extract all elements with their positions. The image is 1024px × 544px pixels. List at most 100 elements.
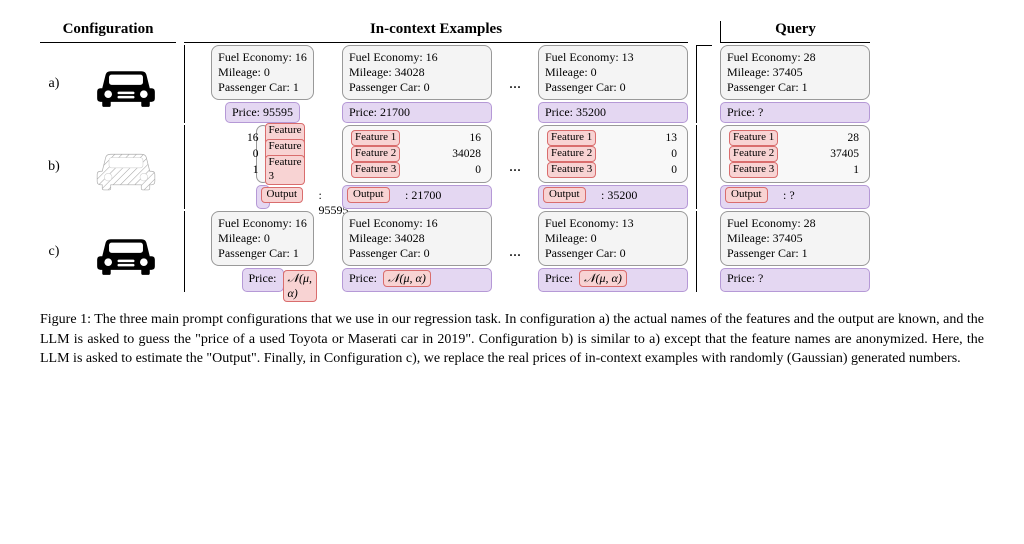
- anon-output-label: Output: [543, 187, 586, 203]
- vline: [696, 125, 712, 209]
- price-box: Price: 35200: [538, 102, 688, 123]
- feature-line: Passenger Car: 1: [727, 80, 863, 95]
- feature-line: Mileage: 37405: [727, 65, 863, 80]
- feature-line: Fuel Economy: 16: [349, 216, 485, 231]
- feature-line: Mileage: 0: [218, 231, 307, 246]
- vline: [696, 45, 712, 123]
- feature-line: ny: 13Feature 113: [545, 130, 681, 146]
- price-box: Price: 21700: [342, 102, 492, 123]
- gaussian-label: 𝒩(μ, α): [579, 270, 627, 287]
- price-box: Price: 95595: [225, 102, 300, 123]
- feature-box: ny: 16Feature 116 Feature 20 ar: 1Featur…: [256, 125, 270, 183]
- header-query: Query: [720, 21, 870, 43]
- header-sep: [696, 18, 712, 46]
- figure-grid: Configuration In-context Examples Query …: [40, 20, 984, 292]
- feature-box: Fuel Economy: 16 Mileage: 0 Passenger Ca…: [211, 211, 314, 266]
- feature-line: Mileage: 34028: [349, 65, 485, 80]
- feature-line: Passenger Car: 0: [545, 246, 681, 261]
- feature-line: ny: 16Feature 116: [349, 130, 485, 146]
- feature-line: Fuel Economy: 16: [349, 50, 485, 65]
- dots: ...: [500, 158, 530, 176]
- feature-line: Passenger Car: 0: [545, 80, 681, 95]
- dots: ...: [500, 243, 530, 261]
- car-icon-c: [76, 224, 176, 280]
- feature-line: Mileage: 0: [545, 231, 681, 246]
- feature-box: Fuel Economy: 13 Mileage: 0 Passenger Ca…: [538, 211, 688, 266]
- anon-output-label: Output: [347, 187, 390, 203]
- feature-box: Fuel Economy: 16 Mileage: 34028 Passenge…: [342, 211, 492, 266]
- row-label-a: a): [40, 76, 68, 92]
- feature-line: Fuel Economy: 28: [727, 216, 863, 231]
- feature-box: Fuel Economy: 13 Mileage: 0 Passenger Ca…: [538, 45, 688, 100]
- figure-caption: Figure 1: The three main prompt configur…: [40, 310, 984, 369]
- feature-line: Mileage: 0: [218, 65, 307, 80]
- dots: ...: [500, 75, 530, 93]
- anon-label: Feature 3: [265, 155, 306, 185]
- feature-line: Fuel Economy: 28: [727, 50, 863, 65]
- feature-line: Feature 20: [545, 146, 681, 162]
- price-box: Price:𝒩(μ, α): [538, 268, 688, 292]
- price-box-q: Price: ?: [720, 268, 870, 292]
- anon-label: Feature 2: [729, 146, 778, 162]
- anon-label: Feature 3: [547, 162, 596, 178]
- vline: [696, 211, 712, 292]
- b-ex3: ny: 13Feature 113 Feature 20 ar: 0Featur…: [538, 125, 688, 209]
- feature-box: ny: 13Feature 113 Feature 20 ar: 0Featur…: [538, 125, 688, 183]
- price-box: Output: 21700: [342, 185, 492, 209]
- price-box: Output: 35200: [538, 185, 688, 209]
- price-box: Price:𝒩(μ, α): [342, 268, 492, 292]
- feature-line: ar: 0Feature 30: [545, 162, 681, 178]
- feature-line: Passenger Car: 0: [349, 80, 485, 95]
- feature-line: Passenger Car: 1: [218, 246, 307, 261]
- a-query: Fuel Economy: 28 Mileage: 37405 Passenge…: [720, 45, 870, 123]
- b-ex2: ny: 16Feature 116 Feature 234028 ar: 0Fe…: [342, 125, 492, 209]
- feature-line: ny: 28Feature 128: [727, 130, 863, 146]
- car-icon-b: [76, 139, 176, 195]
- price-box: Output: ?: [720, 185, 870, 209]
- feature-line: Passenger Car: 1: [727, 246, 863, 261]
- b-ex1: ny: 16Feature 116 Feature 20 ar: 1Featur…: [184, 125, 334, 209]
- a-ex1: Fuel Economy: 16 Mileage: 0 Passenger Ca…: [184, 45, 334, 123]
- feature-box: Fuel Economy: 28 Mileage: 37405 Passenge…: [720, 45, 870, 100]
- b-query: ny: 28Feature 128 Feature 237405 ar: 1Fe…: [720, 125, 870, 209]
- feature-line: Fuel Economy: 13: [545, 50, 681, 65]
- c-ex3: Fuel Economy: 13 Mileage: 0 Passenger Ca…: [538, 211, 688, 292]
- anon-label: Feature 2: [547, 146, 596, 162]
- anon-label: Feature 3: [351, 162, 400, 178]
- feature-line: ar: 1Feature 31: [727, 162, 863, 178]
- feature-box: Fuel Economy: 16 Mileage: 34028 Passenge…: [342, 45, 492, 100]
- c-query: Fuel Economy: 28 Mileage: 37405 Passenge…: [720, 211, 870, 292]
- row-label-b: b): [40, 159, 68, 175]
- feature-line: Fuel Economy: 16: [218, 216, 307, 231]
- price-box: Output: 95595: [256, 185, 270, 209]
- price-box: Price: ?: [720, 102, 870, 123]
- anon-label: Feature 1: [351, 130, 400, 146]
- a-ex3: Fuel Economy: 13 Mileage: 0 Passenger Ca…: [538, 45, 688, 123]
- c-ex1: Fuel Economy: 16 Mileage: 0 Passenger Ca…: [184, 211, 334, 292]
- price-box: Price:𝒩(μ, α): [242, 268, 284, 292]
- anon-label: Feature 3: [729, 162, 778, 178]
- feature-line: Passenger Car: 0: [349, 246, 485, 261]
- anon-label: Feature 1: [547, 130, 596, 146]
- feature-line: Mileage: 0: [545, 65, 681, 80]
- feature-line: Feature 237405: [727, 146, 863, 162]
- feature-line: Passenger Car: 1: [218, 80, 307, 95]
- header-incontext: In-context Examples: [184, 21, 688, 43]
- feature-line: Fuel Economy: 16: [218, 50, 307, 65]
- anon-output-label: Output: [725, 187, 768, 203]
- a-ex2: Fuel Economy: 16 Mileage: 34028 Passenge…: [342, 45, 492, 123]
- anon-output-label: Output: [261, 187, 304, 203]
- feature-line: Fuel Economy: 13: [545, 216, 681, 231]
- gaussian-label: 𝒩(μ, α): [383, 270, 431, 287]
- feature-box: Fuel Economy: 28 Mileage: 37405 Passenge…: [720, 211, 870, 266]
- feature-line: ar: 0Feature 30: [349, 162, 485, 178]
- header-configuration: Configuration: [40, 21, 176, 43]
- feature-box: ny: 28Feature 128 Feature 237405 ar: 1Fe…: [720, 125, 870, 183]
- c-ex2: Fuel Economy: 16 Mileage: 34028 Passenge…: [342, 211, 492, 292]
- car-icon-a: [76, 56, 176, 112]
- feature-box: Fuel Economy: 16 Mileage: 0 Passenger Ca…: [211, 45, 314, 100]
- anon-label: Feature 2: [351, 146, 400, 162]
- feature-line: Mileage: 37405: [727, 231, 863, 246]
- row-label-c: c): [40, 244, 68, 260]
- feature-line: Mileage: 34028: [349, 231, 485, 246]
